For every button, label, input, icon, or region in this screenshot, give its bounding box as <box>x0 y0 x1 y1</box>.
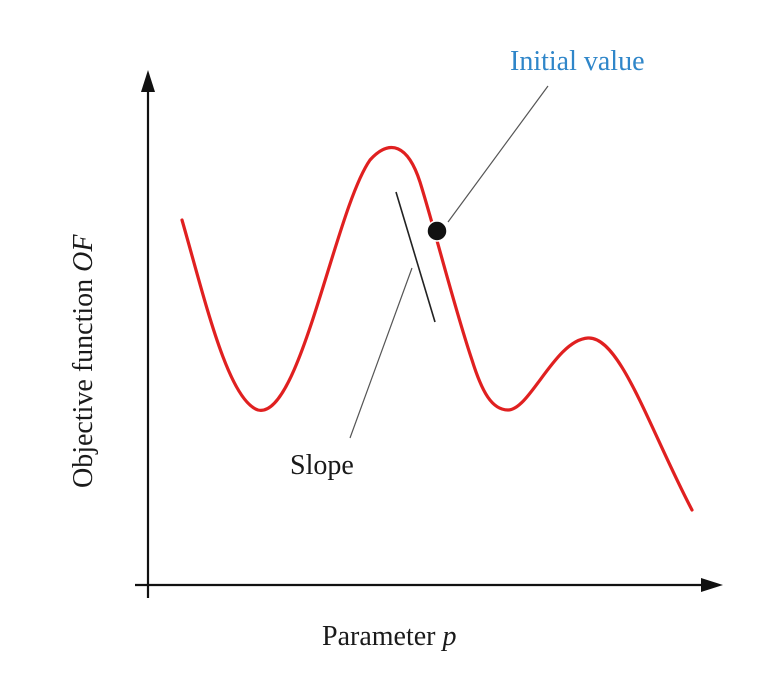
objective-function-curve <box>180 145 694 512</box>
y-axis-title-text: Objective function <box>68 272 99 488</box>
x-axis-title-text: Parameter <box>322 621 443 652</box>
x-axis-title-symbol: p <box>441 621 457 652</box>
initial-value-leader-line <box>447 85 549 223</box>
initial-value-label: Initial value <box>510 46 645 77</box>
slope-tangent-line <box>395 191 436 323</box>
x-axis-arrowhead <box>701 578 723 592</box>
slope-leader-line <box>349 267 413 439</box>
slope-label: Slope <box>290 450 354 481</box>
y-axis-arrowhead <box>141 70 155 92</box>
x-axis-title: Parameter p <box>322 621 457 652</box>
initial-value-point <box>426 220 448 242</box>
y-axis-title: Objective function OF <box>68 234 99 488</box>
y-axis-title-symbol: OF <box>68 234 99 272</box>
